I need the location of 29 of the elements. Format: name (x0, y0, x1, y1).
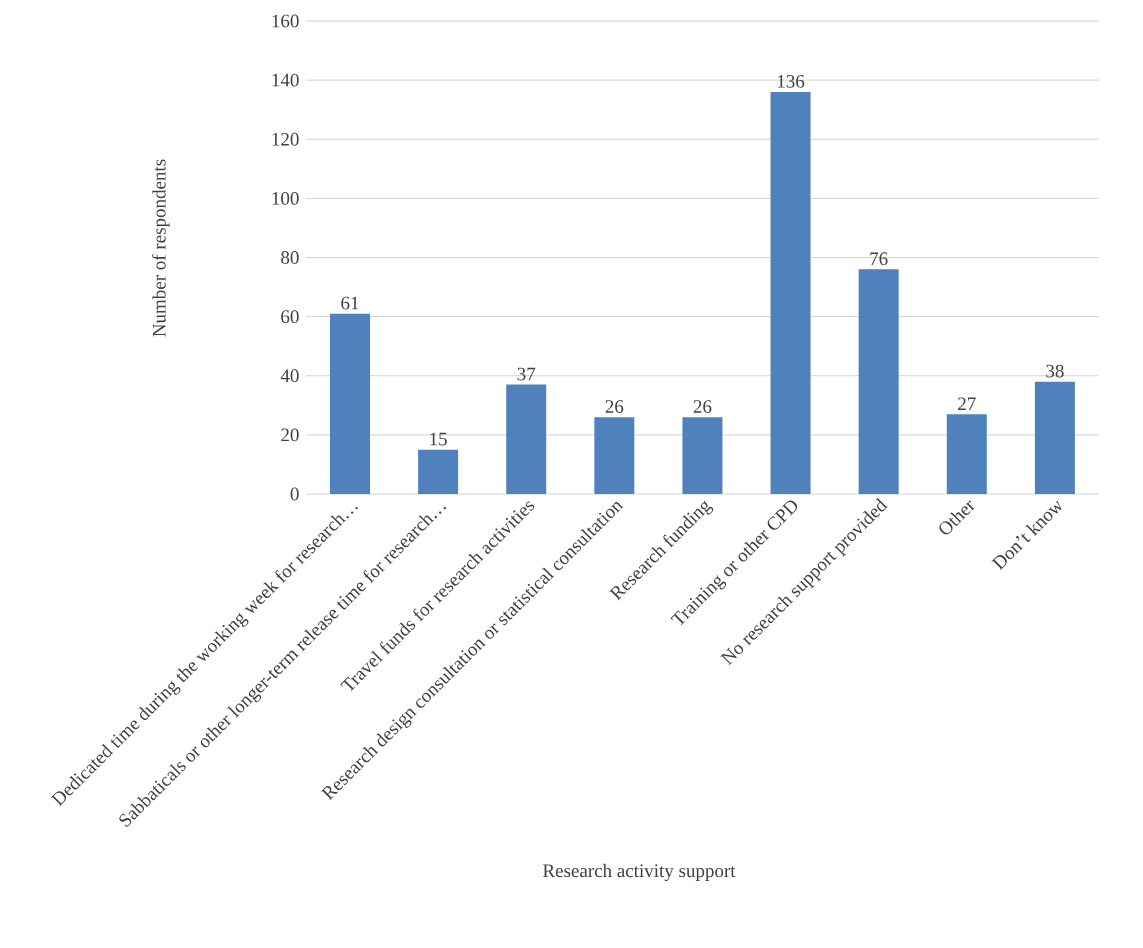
bar (682, 417, 723, 494)
y-tick-label: 140 (272, 73, 299, 87)
y-axis-title: Number of respondents (152, 159, 170, 337)
x-axis-title: Research activity support (543, 863, 736, 882)
data-label: 37 (517, 367, 536, 381)
y-tick-label: 120 (272, 132, 299, 146)
y-tick-label: 0 (290, 487, 299, 501)
data-label: 27 (958, 397, 976, 410)
bar (418, 449, 459, 494)
y-tick-label: 80 (281, 251, 299, 264)
data-label: 38 (1046, 364, 1064, 378)
bar (1034, 381, 1075, 494)
data-label: 61 (341, 296, 359, 310)
bar (594, 417, 635, 494)
data-label: 76 (870, 252, 888, 266)
bar (770, 91, 811, 494)
y-tick-label: 160 (272, 14, 299, 28)
bar (330, 313, 370, 494)
data-label: 26 (605, 400, 624, 413)
data-label: 15 (430, 432, 447, 446)
bar (858, 269, 899, 494)
y-tick-label: 100 (272, 191, 299, 205)
bar (946, 414, 987, 494)
y-tick-label: 60 (281, 310, 299, 324)
y-tick-label: 40 (280, 369, 299, 383)
bar (506, 384, 547, 494)
data-label: 26 (693, 400, 712, 413)
data-label: 136 (777, 74, 805, 88)
y-tick-label: 20 (281, 428, 299, 442)
